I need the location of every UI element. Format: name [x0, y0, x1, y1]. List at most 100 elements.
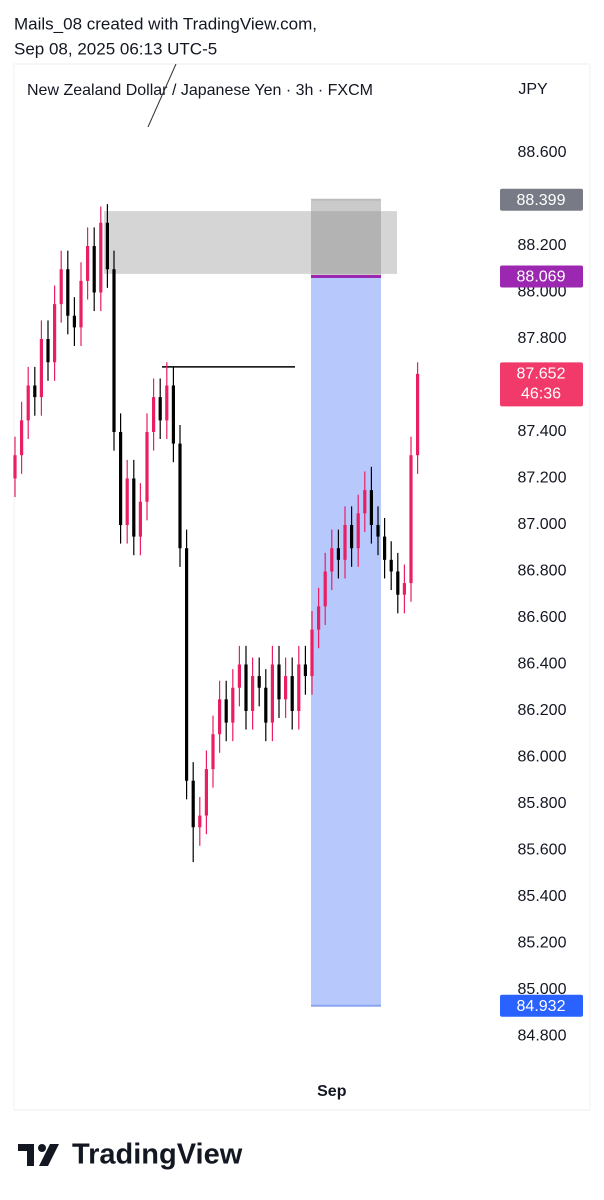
attribution: Mails_08 created with TradingView.com, [14, 14, 317, 33]
price-badge [500, 188, 583, 211]
candle-body [185, 548, 189, 781]
symbol-title: New Zealand Dollar / Japanese Yen · 3h ·… [27, 82, 373, 99]
candle-body [105, 222, 109, 270]
candle-body [363, 490, 367, 514]
candle-body [138, 501, 142, 537]
candle-body [165, 385, 169, 421]
y-tick-label: 85.600 [518, 842, 567, 859]
candle-body [376, 524, 380, 537]
y-tick-label: 87.200 [518, 470, 567, 487]
candle-body [53, 304, 57, 363]
candle-body [284, 676, 288, 700]
candle-body [257, 676, 261, 688]
candle-body [20, 420, 24, 456]
candle-body [303, 664, 307, 677]
candle-body [13, 455, 17, 479]
countdown-label: 46:36 [521, 386, 561, 403]
candle-body [86, 245, 90, 281]
candle-body [132, 478, 136, 537]
y-tick-label: 85.000 [518, 981, 567, 998]
y-tick-label: 85.200 [518, 935, 567, 952]
candle-body [251, 676, 255, 711]
y-tick-label: 87.000 [518, 516, 567, 533]
brand: TradingView [72, 1139, 243, 1171]
candle-body [46, 338, 50, 363]
y-tick-label: 87.400 [518, 423, 567, 440]
candle-body [191, 780, 195, 828]
drawing-stroke [147, 63, 177, 128]
price-badge-label: 88.399 [517, 192, 566, 209]
candle-body [416, 373, 420, 456]
candle-body [396, 571, 400, 595]
candle-body [178, 443, 182, 549]
candle-body [99, 222, 103, 293]
candle-body [297, 664, 301, 711]
candle-body [402, 583, 406, 595]
plot: 84.800 85.000 85.200 85.400 85.600 85.800 86.0… [13, 144, 583, 1100]
y-tick-label: 86.600 [518, 609, 567, 626]
price-badge [500, 994, 583, 1017]
y-tick-label: 88.000 [518, 284, 567, 301]
candle-body [369, 490, 373, 525]
candle-body [218, 699, 222, 735]
candle-body [112, 269, 116, 432]
candle-body [310, 629, 314, 677]
candle-body [33, 385, 37, 398]
candle-body [244, 664, 248, 711]
last-price-label: 87.652 [517, 366, 566, 383]
candle-body [343, 524, 347, 560]
last-price-badge [500, 362, 583, 407]
logo-mark [18, 1144, 34, 1166]
y-tick-label: 87.800 [518, 330, 567, 347]
candle-body [198, 815, 202, 828]
candle-body [290, 676, 294, 711]
candle-body [277, 664, 281, 700]
candle-body [350, 524, 354, 549]
candle-body [264, 687, 268, 723]
stop-area [311, 199, 381, 277]
target-area [311, 276, 381, 1006]
candle-body [389, 559, 393, 572]
y-tick-label: 86.000 [518, 749, 567, 766]
candle-body [92, 245, 96, 293]
candle-body [145, 431, 149, 502]
candle-body [323, 571, 327, 607]
candle-body [317, 606, 321, 630]
y-tick-label: 88.200 [518, 237, 567, 254]
candle-body [59, 269, 63, 305]
candle-body [330, 548, 334, 572]
y-tick-label: 86.800 [518, 563, 567, 580]
y-tick-label: 84.800 [518, 1028, 567, 1045]
supply-zone [104, 211, 397, 274]
candle-body [211, 734, 215, 770]
logo [18, 1144, 59, 1166]
candle-body [231, 687, 235, 723]
candle-body [119, 431, 123, 525]
candle-body [409, 455, 413, 584]
candle-body [237, 664, 241, 688]
y-tick-label: 88.600 [518, 144, 567, 161]
y-tick-label: 86.200 [518, 702, 567, 719]
candle-body [66, 269, 70, 316]
price-badge-label: 84.932 [517, 998, 566, 1015]
currency: JPY [518, 81, 548, 98]
candle-body [356, 513, 360, 549]
y-tick-label: 85.400 [518, 888, 567, 905]
y-tick-label: 86.400 [518, 656, 567, 673]
candle-body [158, 397, 162, 421]
candle-body [79, 280, 83, 328]
candle-body [72, 315, 76, 328]
candle-body [336, 548, 340, 560]
candle-body [125, 478, 129, 525]
candle-body [383, 536, 387, 560]
attribution: Sep 08, 2025 06:13 UTC-5 [14, 39, 217, 58]
price-badge [500, 265, 583, 288]
candle-body [204, 769, 208, 816]
candle-body [270, 664, 274, 723]
logo-mark [38, 1144, 46, 1152]
price-badge-label: 88.069 [517, 269, 566, 286]
candle-body [171, 385, 175, 444]
